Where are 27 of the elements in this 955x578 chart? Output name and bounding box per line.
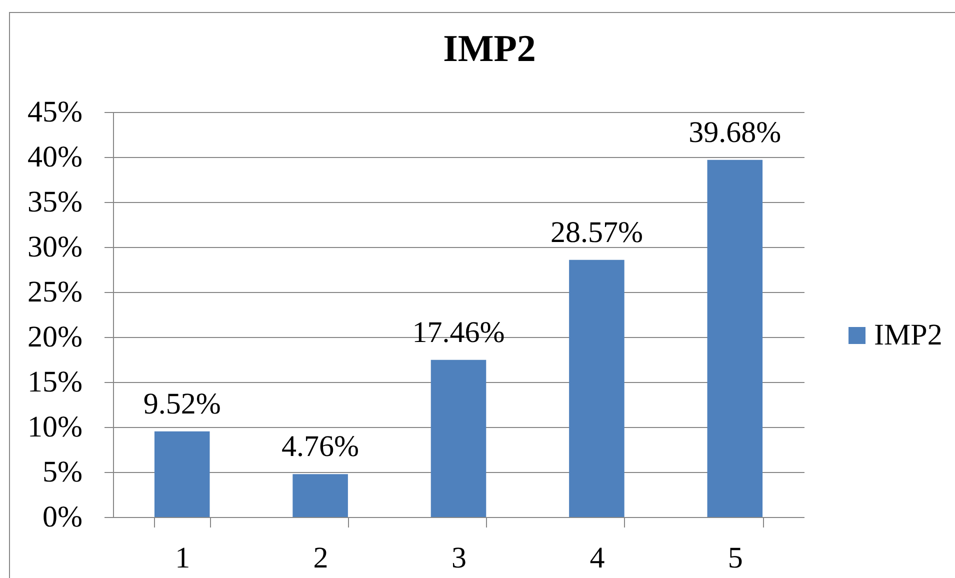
bar [292,474,348,517]
x-tick-label: 3 [452,542,466,574]
bar [430,360,486,517]
data-label: 39.68% [688,116,782,149]
x-tick-label: 2 [313,542,328,574]
data-label: 17.46% [412,316,505,349]
y-tick-label: 20% [28,320,82,354]
y-tick-label: 15% [28,366,82,398]
y-tick-label: 40% [28,140,82,174]
x-tick-label: 1 [175,542,190,574]
data-label: 28.57% [550,216,643,249]
y-tick-label: 45% [28,96,82,128]
chart-title: IMP2 [443,28,536,70]
y-tick-label: 35% [28,186,82,218]
y-tick-label: 30% [28,230,82,264]
data-label: 4.76% [282,430,360,464]
y-tick-label: 25% [28,276,82,308]
y-tick-label: 0% [42,500,82,534]
y-tick-label: 10% [28,410,82,444]
x-tick-label: 4 [590,542,605,574]
bar [707,160,763,517]
legend-label: IMP2 [874,318,942,352]
y-tick-label: 5% [42,456,82,488]
data-label: 9.52% [143,387,221,420]
x-tick-label: 5 [728,542,743,574]
bar [569,260,624,517]
bar [154,431,210,517]
